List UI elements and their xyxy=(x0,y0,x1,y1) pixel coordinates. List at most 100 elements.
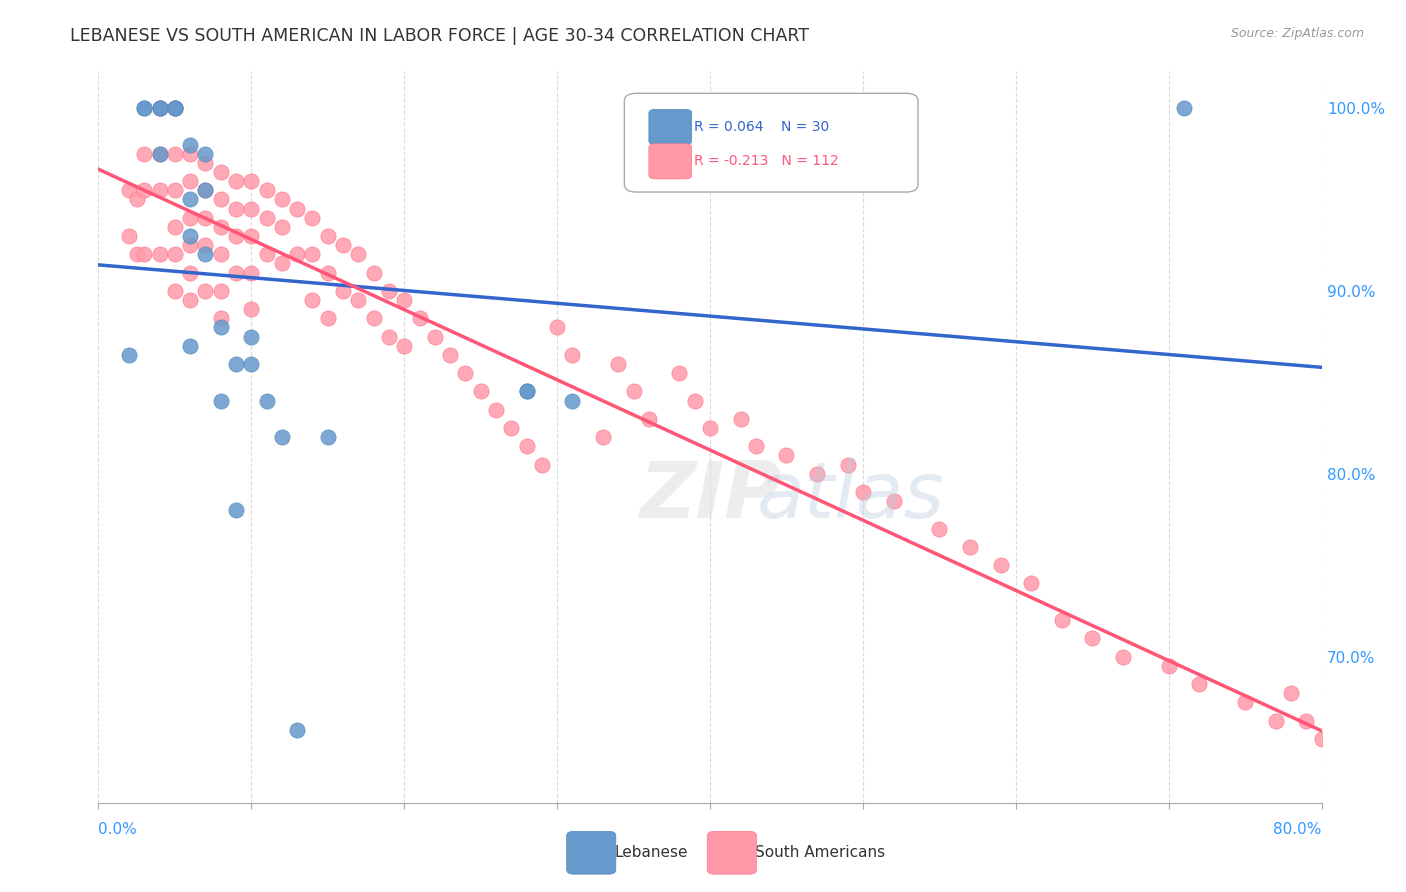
Point xyxy=(301,247,323,261)
Point xyxy=(270,193,292,207)
Point xyxy=(378,329,401,343)
Point xyxy=(256,211,278,225)
Point xyxy=(240,202,263,216)
Text: South Americans: South Americans xyxy=(755,846,886,860)
Point xyxy=(316,430,339,444)
Point xyxy=(163,284,186,298)
Text: R = -0.213   N = 112: R = -0.213 N = 112 xyxy=(695,154,839,169)
Point xyxy=(683,393,706,408)
Point xyxy=(1386,787,1406,801)
Point xyxy=(149,101,172,115)
FancyBboxPatch shape xyxy=(624,94,918,192)
Point xyxy=(561,393,583,408)
Point xyxy=(347,247,370,261)
Point xyxy=(316,265,339,279)
Point xyxy=(240,228,263,243)
Point xyxy=(485,402,508,417)
Point xyxy=(134,183,156,197)
Point xyxy=(959,540,981,554)
Point xyxy=(209,320,232,334)
Point xyxy=(240,174,263,188)
Point xyxy=(194,238,217,252)
Point xyxy=(561,348,583,362)
Point xyxy=(194,247,217,261)
Point xyxy=(990,558,1012,573)
Point xyxy=(225,174,247,188)
Point xyxy=(225,265,247,279)
Point xyxy=(194,155,217,169)
Point xyxy=(392,339,416,353)
Point xyxy=(256,247,278,261)
Point xyxy=(1173,101,1195,115)
Point xyxy=(501,421,523,435)
Text: ZIP: ZIP xyxy=(638,458,782,533)
Point xyxy=(1310,731,1333,746)
Point xyxy=(163,101,186,115)
Text: atlas: atlas xyxy=(756,458,945,533)
Point xyxy=(363,311,385,326)
Point xyxy=(149,183,172,197)
FancyBboxPatch shape xyxy=(650,110,692,145)
Point xyxy=(134,101,156,115)
Point xyxy=(240,301,263,317)
Point xyxy=(194,284,217,298)
Text: 0.0%: 0.0% xyxy=(98,822,138,837)
Point xyxy=(179,293,201,307)
Point xyxy=(439,348,461,362)
Point xyxy=(1019,576,1042,591)
Point xyxy=(194,146,217,161)
Point xyxy=(1341,750,1364,764)
Point xyxy=(163,183,186,197)
Point xyxy=(516,384,538,399)
Point xyxy=(179,265,201,279)
Point xyxy=(837,458,859,472)
Point xyxy=(125,247,148,261)
Point xyxy=(1050,613,1073,627)
Point xyxy=(775,448,797,462)
FancyBboxPatch shape xyxy=(650,144,692,179)
Point xyxy=(530,458,553,472)
Point xyxy=(179,211,201,225)
Point xyxy=(179,146,201,161)
Point xyxy=(134,247,156,261)
Point xyxy=(806,467,828,481)
Point xyxy=(209,193,232,207)
Point xyxy=(149,101,172,115)
Point xyxy=(209,393,232,408)
Point xyxy=(163,101,186,115)
Point xyxy=(134,146,156,161)
Point xyxy=(1295,714,1317,728)
Point xyxy=(332,284,354,298)
Point xyxy=(118,348,141,362)
Point xyxy=(240,357,263,371)
Point xyxy=(209,219,232,234)
Point xyxy=(668,366,690,380)
Point xyxy=(179,137,201,152)
Point xyxy=(179,193,201,207)
Text: 80.0%: 80.0% xyxy=(1274,822,1322,837)
Point xyxy=(1234,695,1257,709)
Point xyxy=(1081,632,1104,646)
Point xyxy=(163,101,186,115)
Point xyxy=(623,384,645,399)
Point xyxy=(392,293,416,307)
Point xyxy=(928,521,950,535)
Point xyxy=(225,357,247,371)
Point xyxy=(301,293,323,307)
Point xyxy=(1188,677,1211,691)
Point xyxy=(363,265,385,279)
Point xyxy=(240,329,263,343)
Text: R = 0.064    N = 30: R = 0.064 N = 30 xyxy=(695,120,830,134)
Point xyxy=(454,366,477,380)
Point xyxy=(125,193,148,207)
Text: LEBANESE VS SOUTH AMERICAN IN LABOR FORCE | AGE 30-34 CORRELATION CHART: LEBANESE VS SOUTH AMERICAN IN LABOR FORC… xyxy=(70,27,810,45)
Point xyxy=(179,228,201,243)
Point xyxy=(225,228,247,243)
Point xyxy=(209,284,232,298)
Point xyxy=(149,247,172,261)
Point xyxy=(408,311,430,326)
Point xyxy=(1112,649,1135,664)
Text: Lebanese: Lebanese xyxy=(614,846,688,860)
Point xyxy=(1157,658,1180,673)
Point xyxy=(240,265,263,279)
